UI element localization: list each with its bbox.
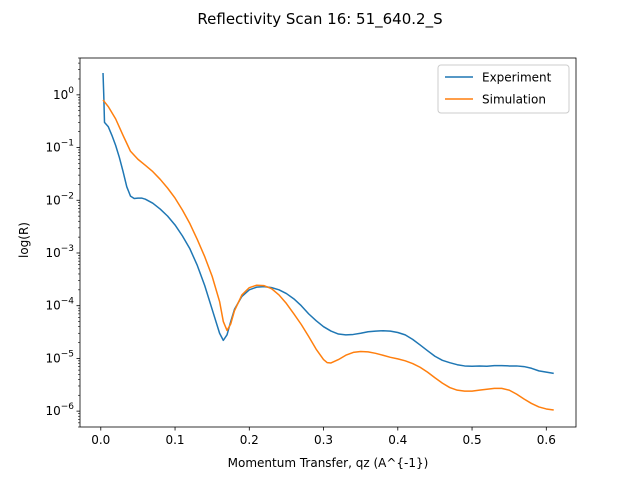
series-line-experiment [102,72,554,375]
x-tick-label: 0.2 [240,433,259,447]
x-tick-label: 0.4 [388,433,407,447]
plot-frame [79,57,577,428]
y-tick-label: 10−4 [45,297,74,313]
x-axis-label: Momentum Transfer, qz (A^{-1}) [228,456,429,470]
y-tick-label: 10−5 [45,349,74,365]
legend-label-experiment: Experiment [482,71,552,85]
x-tick-label: 0.6 [537,433,556,447]
plot-area [79,57,577,428]
y-tick-label: 10−2 [45,191,74,207]
x-tick-label: 0.1 [165,433,184,447]
series-line-simulation [102,99,554,411]
y-axis: 100 10−1 10−2 10−3 10−4 10−5 10−6 [45,57,80,428]
x-tick-label: 0.0 [91,433,110,447]
x-axis: 0.0 0.1 0.2 0.3 0.4 0.5 0.6 [91,427,556,447]
chart-title: Reflectivity Scan 16: 51_640.2_S [197,10,442,29]
legend-label-simulation: Simulation [482,93,546,107]
x-tick-label: 0.3 [314,433,333,447]
x-tick-label: 0.5 [463,433,482,447]
y-tick-label: 100 [53,86,74,102]
legend: Experiment Simulation [437,64,570,114]
y-axis-label: log(R) [17,222,31,258]
y-tick-label: 10−3 [45,244,74,260]
y-tick-label: 10−6 [45,402,74,418]
y-tick-label: 10−1 [45,139,74,155]
